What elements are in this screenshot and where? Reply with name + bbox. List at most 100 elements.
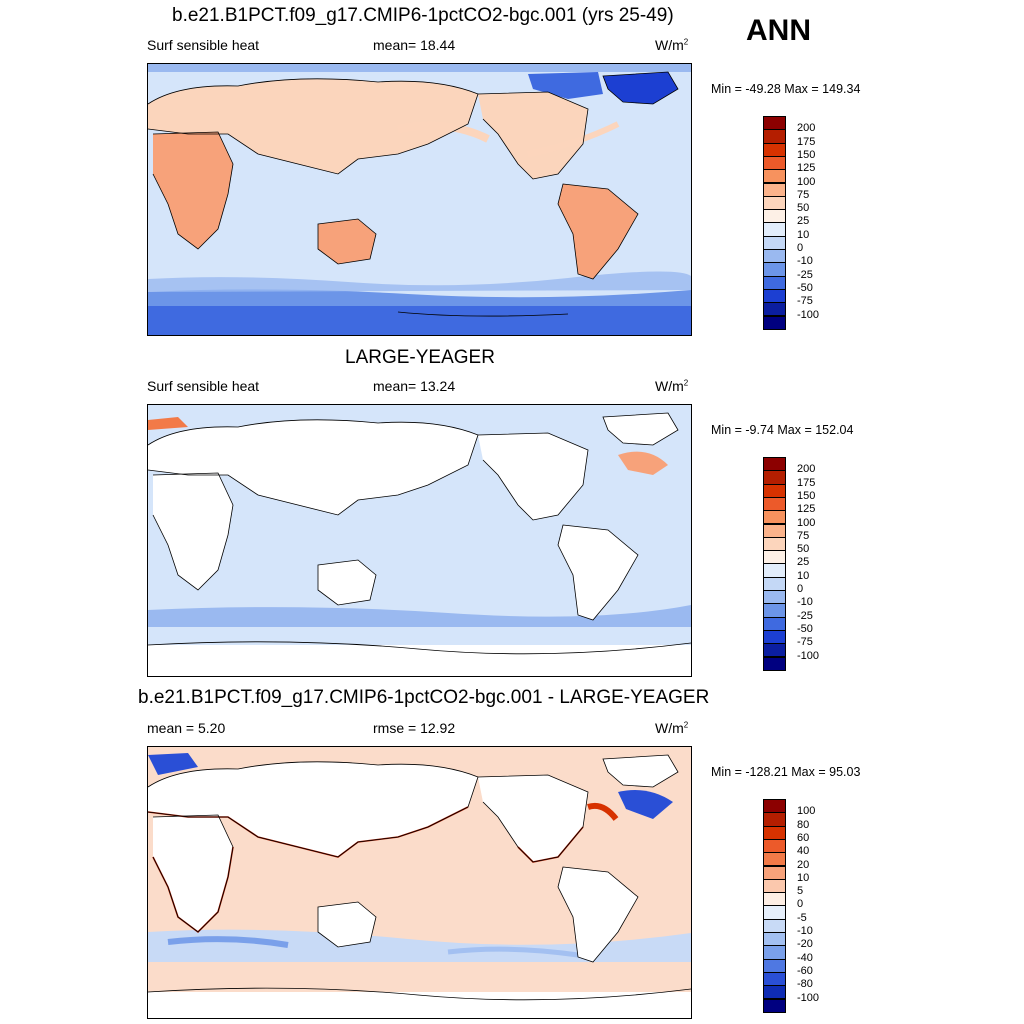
colorbar-tick-label: 100 [797,805,816,818]
colorbar-tick-label: -75 [797,295,813,308]
colorbar-tick-label: -10 [797,255,813,268]
colorbar-tick-label: 0 [797,583,804,595]
colorbar-swatch [763,129,786,144]
colorbar-tick-label: -25 [797,609,813,622]
panel3-title: b.e21.B1PCT.f09_g17.CMIP6-1pctCO2-bgc.00… [138,687,710,708]
colorbar-swatch [763,985,786,1000]
colorbar-swatch [763,510,786,525]
colorbar-swatch [763,182,786,197]
colorbar-swatch [763,958,786,973]
colorbar-tick-label: 175 [797,135,816,148]
colorbar-tick-label: -5 [797,911,807,924]
colorbar-swatch [763,523,786,538]
panel2-minmax: Min = -9.74 Max = 152.04 [711,423,854,437]
colorbar-swatch [763,616,786,631]
colorbar-swatch [763,262,786,277]
panel1-map [147,63,692,336]
colorbar-swatch [763,142,786,157]
colorbar-tick-label: 20 [797,858,810,871]
colorbar-swatch [763,483,786,498]
colorbar-tick-label: 75 [797,188,810,201]
panel1-units: W/m2 [655,37,689,53]
season-label: ANN [746,14,811,47]
colorbar-swatch [763,892,786,907]
colorbar-tick-label: 75 [797,529,810,542]
colorbar-swatch [763,222,786,237]
colorbar-swatch [763,275,786,290]
colorbar-swatch [763,496,786,512]
colorbar-swatch [763,812,786,827]
colorbar-tick-label: -40 [797,951,813,964]
colorbar-tick-label: -20 [797,938,813,951]
colorbar-swatch [763,536,786,552]
colorbar-tick-label: 100 [797,516,816,529]
panel2-title: LARGE-YEAGER [345,347,495,368]
colorbar-swatch [763,302,786,317]
colorbar-swatch [763,603,786,618]
colorbar-tick-label: 80 [797,818,810,831]
colorbar-tick-label: 175 [797,476,816,489]
colorbar-tick-label: -25 [797,268,813,281]
colorbar-swatch [763,470,786,485]
panel2-variable-label: Surf sensible heat [147,378,260,394]
colorbar-tick-label: -80 [797,978,813,991]
colorbar-tick-label: -60 [797,964,813,977]
colorbar-swatch [763,825,786,840]
panel2-units: W/m2 [655,378,689,394]
colorbar-tick-label: 10 [797,569,810,582]
colorbar-swatch [763,932,786,947]
colorbar-swatch [763,209,786,224]
colorbar-swatch [763,563,786,578]
colorbar-tick-label: 150 [797,489,816,502]
colorbar-swatch [763,905,786,920]
panel2-map-field [148,405,691,676]
colorbar-tick-label: -100 [797,308,820,321]
panel1-variable-label: Surf sensible heat [147,37,260,53]
colorbar-tick-label: 50 [797,202,810,215]
panel3-map-field [148,747,691,1018]
panel1-title: b.e21.B1PCT.f09_g17.CMIP6-1pctCO2-bgc.00… [172,5,674,26]
panel2-map [147,404,692,677]
colorbar-swatch [763,865,786,880]
colorbar-tick-label: 0 [797,898,804,911]
colorbar-tick-label: 10 [797,228,810,241]
colorbar-swatch [763,457,786,472]
panel1-minmax: Min = -49.28 Max = 149.34 [711,82,861,96]
colorbar-swatch [763,155,786,171]
colorbar-swatch [763,998,786,1013]
panel3-map [147,746,692,1019]
colorbar-swatch [763,918,786,933]
colorbar-swatch [763,643,786,658]
colorbar-tick-label: 200 [797,463,816,476]
colorbar-swatch [763,629,786,645]
panel1-map-field [148,64,691,335]
colorbar-swatch [763,315,786,330]
panel1-mean-label: mean= 18.44 [373,37,456,53]
colorbar-tick-label: 125 [797,162,816,175]
colorbar-tick-label: 5 [797,885,804,898]
colorbar-tick-label: -50 [797,622,813,635]
colorbar-swatch [763,195,786,211]
colorbar-tick-label: 100 [797,175,816,188]
colorbar-swatch [763,576,786,591]
panel3-minmax: Min = -128.21 Max = 95.03 [711,765,861,779]
colorbar-swatch [763,878,786,894]
colorbar-tick-label: -100 [797,649,820,662]
colorbar-tick-label: -75 [797,636,813,649]
colorbar-tick-label: 125 [797,503,816,516]
colorbar-tick-label: 50 [797,543,810,556]
panel2-mean-label: mean= 13.24 [373,378,456,394]
panel3-mean-label: mean = 5.20 [147,720,226,736]
colorbar-tick-label: 150 [797,148,816,161]
colorbar-swatch [763,945,786,960]
colorbar-tick-label: 0 [797,242,804,254]
colorbar-tick-label: 25 [797,556,810,569]
colorbar-swatch [763,656,786,671]
colorbar-swatch [763,590,786,605]
panel3-rmse-label: rmse = 12.92 [373,720,456,736]
colorbar-tick-label: -10 [797,925,813,937]
colorbar-tick-label: -50 [797,281,813,294]
colorbar-swatch [763,838,786,854]
colorbar-swatch [763,235,786,250]
colorbar-swatch [763,550,786,565]
